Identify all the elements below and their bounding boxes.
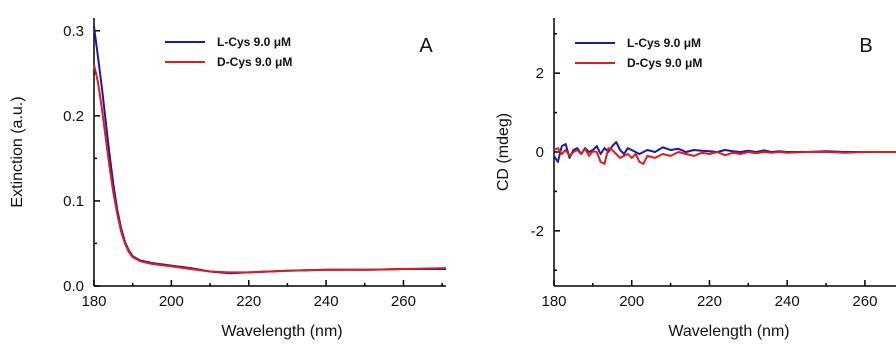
y-tick-label: 0.3	[63, 23, 84, 40]
y-tick-label: -2	[531, 223, 544, 240]
x-tick-label: 260	[391, 293, 416, 310]
x-tick-label: 220	[236, 293, 261, 310]
series-line-d-cys	[93, 64, 447, 274]
x-axis-label: Wavelength (nm)	[668, 323, 789, 340]
chart-panel-B: 180 200 220 240 260 -2 0 2 Wavelength (nm) CD (md…	[495, 18, 896, 340]
x-tick-label: 260	[852, 293, 877, 310]
y-tick-label: 0	[536, 144, 544, 161]
y-tick-label: 0.0	[63, 278, 84, 295]
y-tick-label: 2	[536, 65, 544, 82]
panel-letter: B	[859, 35, 872, 57]
x-tick-label: 220	[697, 293, 722, 310]
legend-entry-label: D-Cys 9.0 μM	[627, 56, 702, 70]
x-tick-label: 180	[541, 293, 566, 310]
x-axis-label: Wavelength (nm)	[221, 323, 342, 340]
panel-letter: A	[419, 35, 433, 57]
x-tick-label: 240	[314, 293, 339, 310]
y-axis-label: Extinction (a.u.)	[9, 96, 26, 207]
x-tick-label: 200	[159, 293, 184, 310]
legend-entry-label: D-Cys 9.0 μM	[217, 55, 292, 69]
x-tick-label: 180	[81, 293, 106, 310]
y-axis-label: CD (mdeg)	[495, 113, 512, 191]
series-line-d-cys	[553, 147, 896, 165]
legend-entry-label: L-Cys 9.0 μM	[217, 35, 291, 49]
legend-entry-label: L-Cys 9.0 μM	[627, 36, 701, 50]
x-tick-label: 200	[619, 293, 644, 310]
chart-panel-A: 180 200 220 240 260 0.0 0.1 0.2 0.3 Wavelength (n…	[9, 18, 447, 340]
y-tick-label: 0.2	[63, 108, 84, 125]
y-tick-label: 0.1	[63, 193, 84, 210]
x-tick-label: 240	[775, 293, 800, 310]
